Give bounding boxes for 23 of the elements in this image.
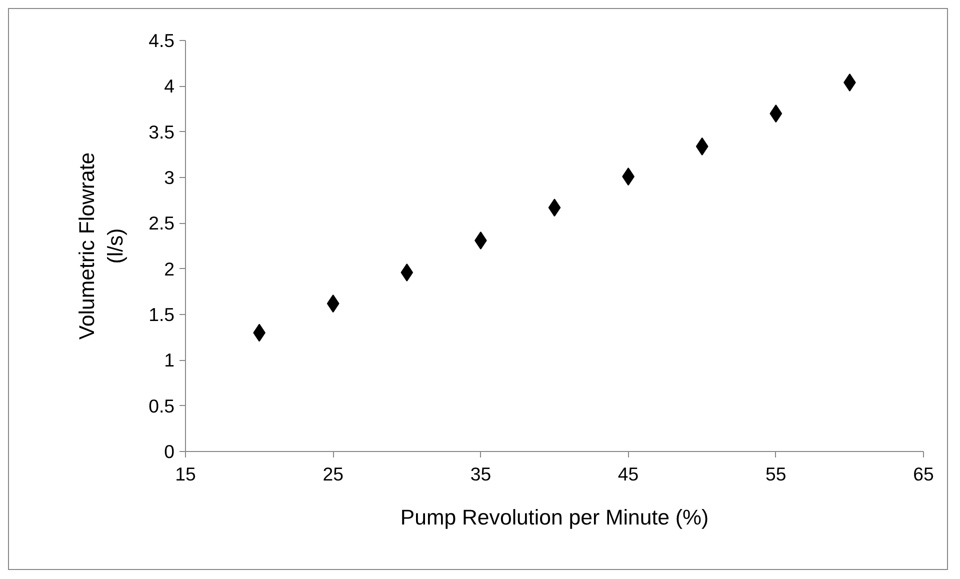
- y-tick-label: 2.5: [148, 212, 175, 234]
- x-tick-label: 65: [913, 464, 934, 484]
- x-tick-label: 55: [766, 464, 786, 484]
- y-tick-label: 1.5: [148, 304, 175, 325]
- x-axis-title: Pump Revolution per Minute (%): [400, 506, 709, 530]
- y-tick-label: 0.5: [148, 395, 175, 416]
- point: [696, 137, 708, 156]
- y-tick-label: 1: [164, 350, 175, 371]
- x-tick-label: 45: [618, 464, 639, 484]
- y-tick-label: 3.5: [148, 121, 175, 142]
- x-tick-label: 15: [175, 464, 196, 484]
- y-tick-label: 3: [164, 167, 175, 188]
- point: [400, 263, 414, 282]
- point: [326, 294, 340, 313]
- point: [548, 198, 561, 217]
- y-tick-label: 4.5: [148, 30, 175, 51]
- x-tick-label: 25: [322, 464, 344, 484]
- point: [770, 104, 782, 123]
- y-axis-title: Volumetric Flowrate (l/s): [74, 152, 128, 340]
- x-tick-label: 35: [470, 464, 492, 484]
- y-tick-label: 0: [164, 441, 175, 462]
- y-tick-label: 4: [164, 76, 175, 97]
- y-tick-label: 2: [164, 258, 175, 280]
